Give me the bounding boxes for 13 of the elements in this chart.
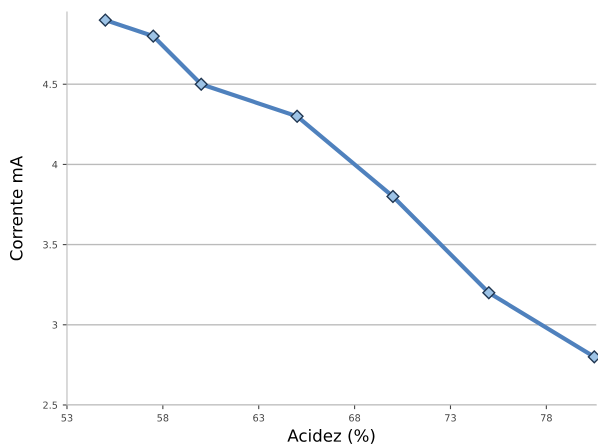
x-axis-title: Acidez (%) (287, 428, 374, 444)
x-tick-label: 68 (349, 414, 360, 422)
y-tick-label: 3.5 (43, 241, 58, 248)
x-tick-label: 73 (445, 414, 456, 422)
y-tick-label: 4 (52, 161, 58, 168)
y-tick-label: 3 (52, 321, 58, 329)
y-tick-label: 2.5 (43, 401, 58, 409)
y-axis-title: Corrente mA (10, 156, 23, 260)
x-tick-label: 63 (253, 414, 264, 422)
x-tick-label: 58 (157, 414, 168, 422)
x-tick-label: 53 (62, 414, 72, 422)
x-tick-label: 78 (540, 414, 552, 422)
y-tick-label: 4.5 (42, 80, 58, 88)
